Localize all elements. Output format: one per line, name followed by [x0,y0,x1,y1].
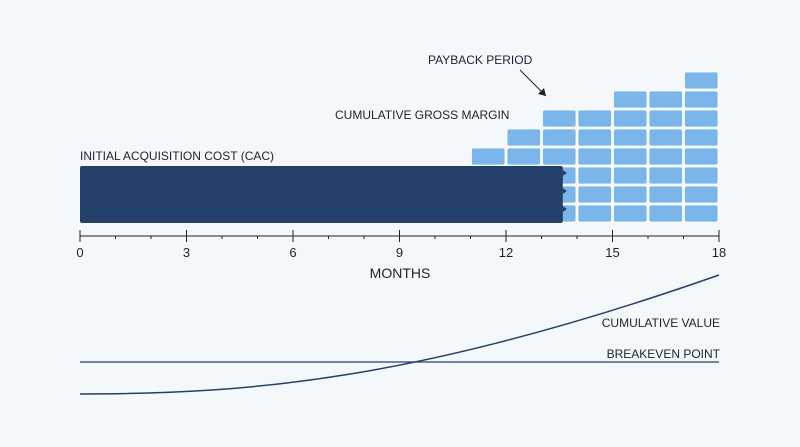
margin-block [613,128,648,147]
x-tick-label: 0 [76,245,83,260]
x-tick-label: 9 [396,245,403,260]
margin-block [613,147,648,166]
margin-block [648,128,683,147]
margin-block [613,204,648,223]
x-axis-major-ticks [79,230,720,242]
cac-bar-notch [562,188,567,194]
margin-block [506,128,541,147]
margin-block [613,166,648,185]
breakeven-label: BREAKEVEN POINT [607,347,721,361]
x-tick-label: 12 [499,245,513,260]
margin-block [577,109,612,128]
margin-block [648,109,683,128]
cumulative-value-curve [79,274,720,395]
cac-bar-notch [562,206,567,212]
margin-block [577,147,612,166]
cumulative-value-label: CUMULATIVE VALUE [602,316,720,330]
margin-block [648,204,683,223]
margin-block [542,128,577,147]
margin-block [471,147,506,166]
margin-block [542,109,577,128]
margin-block [613,109,648,128]
margin-block [577,128,612,147]
x-tick-label: 18 [712,245,726,260]
cac-bar-notches [562,170,567,212]
margin-block [684,71,719,90]
payback-label: PAYBACK PERIOD [428,53,533,67]
margin-block [613,185,648,204]
gross-margin-label: CUMULATIVE GROSS MARGIN [335,108,509,122]
margin-block [577,166,612,185]
margin-block [577,185,612,204]
margin-block [684,204,719,223]
x-tick-label: 3 [183,245,190,260]
margin-block [613,90,648,109]
payback-arrow-head [538,88,546,96]
margin-block [648,147,683,166]
margin-block [684,147,719,166]
x-axis-minor-ticks [115,236,684,239]
x-axis-title: MONTHS [370,265,431,281]
margin-block [648,166,683,185]
x-tick-label: 6 [289,245,296,260]
margin-block [684,185,719,204]
cac-bar-notch [562,170,567,176]
x-axis-tick-labels: 0 3 6 9 12 15 18 [76,245,726,260]
margin-block [648,90,683,109]
cac-label: INITIAL ACQUISITION COST (CAC) [80,149,274,163]
margin-block [577,204,612,223]
margin-block [684,166,719,185]
margin-block [684,90,719,109]
margin-block [648,185,683,204]
margin-block [506,147,541,166]
x-tick-label: 15 [605,245,619,260]
margin-block [684,109,719,128]
margin-block [542,147,577,166]
cac-bar [80,166,563,223]
payback-arrow [519,69,547,97]
margin-block [684,128,719,147]
